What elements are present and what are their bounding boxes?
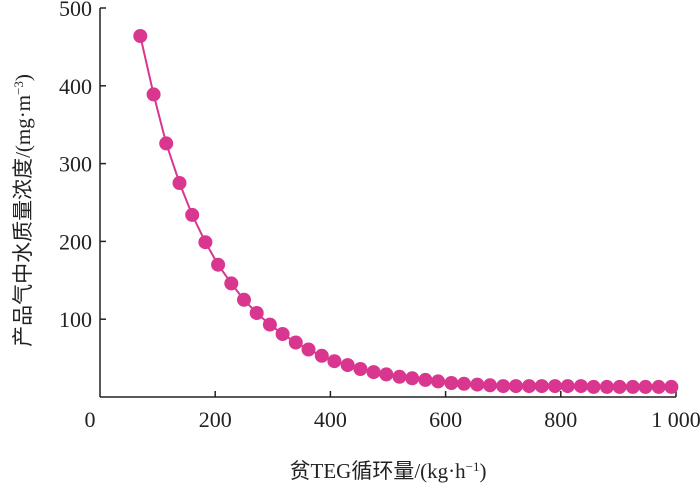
x-tick-label: 200 xyxy=(199,407,232,432)
data-point xyxy=(651,379,666,394)
x-tick-label: 800 xyxy=(544,407,577,432)
data-point xyxy=(211,257,226,272)
data-point xyxy=(301,342,316,357)
data-point xyxy=(366,365,381,380)
data-point xyxy=(133,29,148,43)
data-point xyxy=(314,348,329,363)
data-point xyxy=(146,87,161,102)
y-tick-label: 400 xyxy=(59,74,92,99)
x-axis-label: 贫TEG循环量/(kg·h−1) xyxy=(290,459,487,484)
data-point xyxy=(599,379,614,394)
data-series xyxy=(133,29,679,394)
data-point xyxy=(275,327,290,341)
series-line xyxy=(139,35,672,388)
data-point xyxy=(224,276,239,291)
data-point xyxy=(574,379,588,394)
data-point xyxy=(470,377,485,392)
data-point xyxy=(198,235,213,250)
tick-labels: 100 200 300 400 500 0 200 400 600 800 1 000 xyxy=(59,0,700,432)
y-tick-label: 200 xyxy=(59,229,92,254)
data-point xyxy=(431,374,446,389)
data-point xyxy=(159,136,174,151)
data-point xyxy=(560,379,575,394)
data-point xyxy=(664,379,679,394)
x-tick-label: 0 xyxy=(85,407,96,432)
x-tick-label: 1 000 xyxy=(651,407,700,432)
data-point xyxy=(483,378,497,393)
data-point xyxy=(444,376,459,390)
data-point xyxy=(418,372,433,387)
data-point xyxy=(392,369,407,384)
data-point xyxy=(612,379,627,394)
data-point xyxy=(586,379,601,394)
data-point xyxy=(237,292,251,307)
y-tick-label: 500 xyxy=(59,0,92,21)
data-point xyxy=(262,317,277,332)
data-point xyxy=(625,379,640,394)
data-point xyxy=(379,367,394,382)
axes xyxy=(99,7,677,398)
x-tick-label: 600 xyxy=(429,407,462,432)
data-point xyxy=(327,354,342,369)
data-point xyxy=(548,379,562,394)
data-point xyxy=(496,379,511,394)
data-point xyxy=(340,358,355,373)
y-tick-label: 100 xyxy=(59,307,92,332)
data-point xyxy=(405,371,420,386)
data-point xyxy=(534,379,549,394)
data-point xyxy=(638,379,653,394)
x-tick-label: 400 xyxy=(314,407,347,432)
data-point xyxy=(249,306,264,320)
y-tick-label: 300 xyxy=(59,152,92,177)
data-point xyxy=(288,335,303,350)
axis-titles: 贫TEG循环量/(kg·h−1) 产品气中水质量浓度/(mg·m−3) xyxy=(11,74,487,483)
data-point xyxy=(522,379,537,394)
data-point xyxy=(508,379,523,394)
data-point xyxy=(353,362,368,376)
y-axis-label: 产品气中水质量浓度/(mg·m−3) xyxy=(11,74,36,347)
data-point xyxy=(457,376,471,391)
data-point xyxy=(172,176,187,190)
data-point xyxy=(185,207,200,222)
